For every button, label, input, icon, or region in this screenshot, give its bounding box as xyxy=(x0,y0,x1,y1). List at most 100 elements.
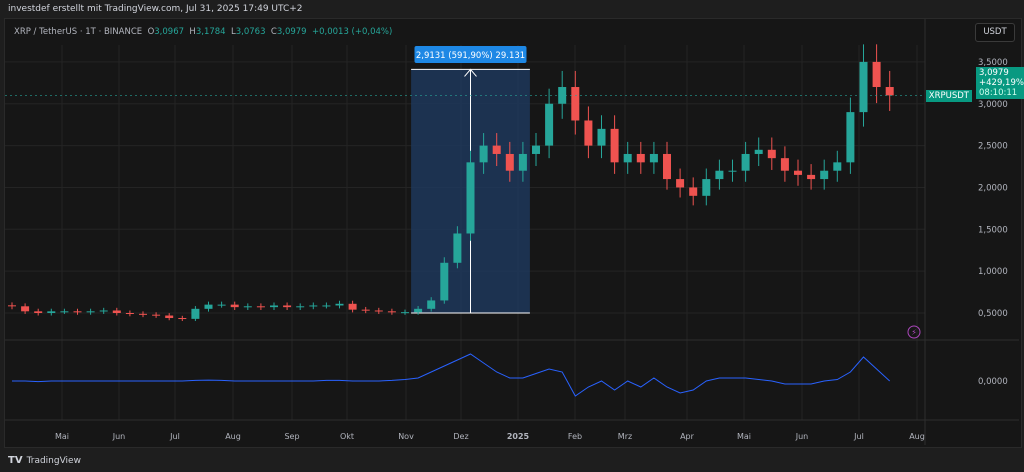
y-tick-label: 3,5000 xyxy=(978,58,1008,68)
candle-body xyxy=(440,262,449,301)
candle-body xyxy=(584,120,593,146)
high-value: 3,1784 xyxy=(195,27,226,37)
candle-body xyxy=(60,311,69,313)
candle-body xyxy=(309,305,318,307)
candle-body xyxy=(532,145,540,154)
countdown: 08:10:11 xyxy=(979,88,1018,98)
candle-body xyxy=(466,162,475,234)
candle-body xyxy=(663,153,671,180)
x-tick-label: Jul xyxy=(853,432,864,441)
candle-body xyxy=(885,87,894,96)
symbol-legend: XRP / TetherUS · 1T · BINANCE O3,0967 H3… xyxy=(14,27,392,37)
candle-body xyxy=(152,314,161,316)
x-tick-label: Jun xyxy=(795,432,809,441)
candle-body xyxy=(217,304,226,306)
y-tick-label: 2,0000 xyxy=(978,183,1008,193)
candle-body xyxy=(794,170,802,175)
candle-body xyxy=(322,305,331,307)
candle-body xyxy=(414,308,423,313)
candle-body xyxy=(545,103,554,146)
x-tick-label: Jun xyxy=(112,432,126,441)
candle-body xyxy=(807,174,816,180)
symbol-price-tag: XRPUSDT xyxy=(925,90,972,102)
candle-body xyxy=(374,310,383,312)
candle-body xyxy=(73,311,82,313)
x-tick-label: Mai xyxy=(737,432,751,441)
footer-logo-text: TradingView xyxy=(26,455,81,466)
candle-body xyxy=(230,304,239,308)
candle-body xyxy=(872,61,881,88)
candle-body xyxy=(767,149,776,159)
y-tick-label: 0,5000 xyxy=(978,309,1008,319)
candle-body xyxy=(571,87,580,121)
candle-body xyxy=(859,61,868,113)
x-tick-label: Okt xyxy=(340,432,354,441)
x-tick-label: Jul xyxy=(169,432,180,441)
tradingview-logo-icon: TV xyxy=(8,455,23,466)
candle-body xyxy=(270,305,278,308)
candle-body xyxy=(846,112,855,163)
candle-body xyxy=(165,315,174,319)
last-change: +429,19% xyxy=(979,78,1024,88)
candle-body xyxy=(780,158,789,171)
candle-body xyxy=(112,310,121,313)
candle-body xyxy=(427,300,436,309)
candle-body xyxy=(689,187,698,196)
candle-body xyxy=(610,128,619,163)
candle-body xyxy=(636,153,645,163)
candle-body xyxy=(492,145,501,154)
candle-body xyxy=(676,179,685,188)
candle-body xyxy=(505,153,514,171)
low-label: L xyxy=(230,27,236,37)
candle-body xyxy=(204,304,213,309)
open-value: 3,0967 xyxy=(154,27,185,37)
candle-body xyxy=(715,170,724,180)
candle-body xyxy=(702,179,711,196)
candle-body xyxy=(191,308,200,319)
symbol-name: XRP / TetherUS · 1T · BINANCE xyxy=(14,27,143,37)
candle-body xyxy=(296,306,305,308)
x-tick-label: Aug xyxy=(909,432,925,441)
candle-body xyxy=(86,311,95,313)
measure-label: 2,9131 (591,90%) 29.131 xyxy=(416,51,525,61)
candle-body xyxy=(754,149,763,154)
candle-body xyxy=(387,311,396,313)
currency-button[interactable]: USDT xyxy=(975,23,1015,42)
candle-body xyxy=(728,170,737,172)
candle-body xyxy=(178,318,187,320)
y-tick-label: 2,5000 xyxy=(978,142,1008,152)
measure-arrow-icon xyxy=(464,68,477,77)
close-value: 3,0979 xyxy=(276,27,307,37)
change-value: +0,0013 (+0,04%) xyxy=(311,27,393,37)
last-price-tag: 3,0979 +429,19% 08:10:11 xyxy=(976,67,1024,99)
indicator-line xyxy=(12,353,891,397)
candle-body xyxy=(348,303,357,310)
lightning-icon-glyph: ⚡ xyxy=(911,328,917,337)
candle-body xyxy=(479,145,488,163)
candle-body xyxy=(361,309,370,311)
x-tick-label: Nov xyxy=(398,432,414,441)
candle-body xyxy=(47,311,56,313)
candle-body xyxy=(623,153,632,163)
candle-body xyxy=(649,153,658,163)
candle-body xyxy=(243,306,252,308)
x-tick-label: Feb xyxy=(568,432,582,441)
y-tick-label: 1,0000 xyxy=(978,267,1008,277)
x-tick-label: Aug xyxy=(225,432,241,441)
lightning-icon xyxy=(907,325,921,339)
candle-body xyxy=(125,313,134,314)
candle-body xyxy=(518,153,527,171)
close-label: C xyxy=(270,27,277,37)
low-value: 3,0763 xyxy=(235,27,266,37)
open-label: O xyxy=(147,27,155,37)
x-tick-label: 2025 xyxy=(507,432,530,441)
x-tick-label: Mai xyxy=(55,432,69,441)
candle-body xyxy=(833,162,842,171)
candle-body xyxy=(99,310,108,312)
x-tick-label: Dez xyxy=(453,432,468,441)
y-tick-label: 1,5000 xyxy=(978,225,1008,235)
last-price: 3,0979 xyxy=(979,68,1009,78)
candle-body xyxy=(8,305,16,307)
footer: TV TradingView xyxy=(8,455,81,466)
